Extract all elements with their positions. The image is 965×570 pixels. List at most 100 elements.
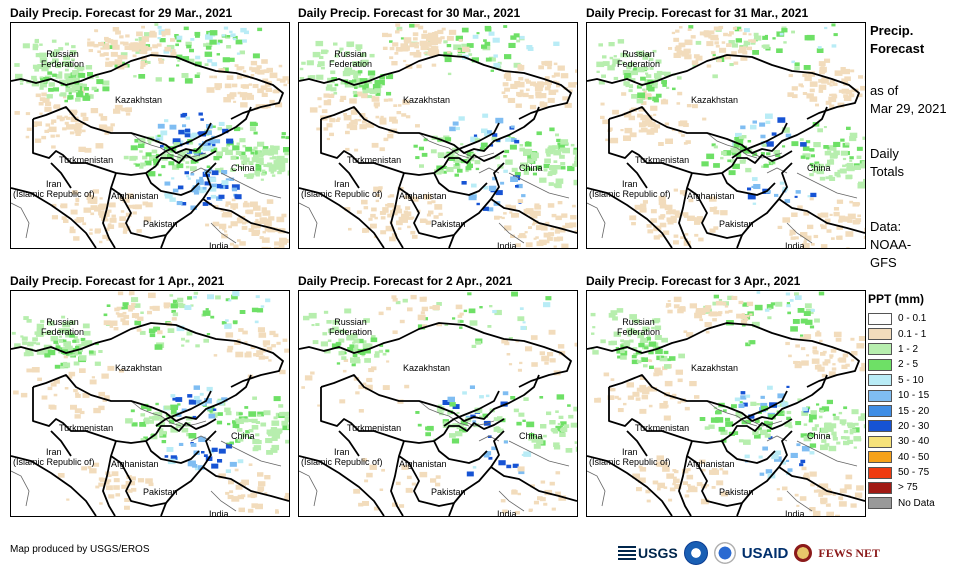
forecast-panel-5: Daily Precip. Forecast for 2 Apr., 2021 … bbox=[298, 274, 578, 517]
province-border bbox=[130, 132, 162, 149]
country-border bbox=[299, 322, 572, 388]
country-border bbox=[490, 466, 577, 502]
country-label-kazakhstan: Kazakhstan bbox=[403, 363, 451, 373]
province-border bbox=[786, 490, 813, 512]
province-border bbox=[220, 172, 282, 199]
legend-swatch bbox=[868, 358, 892, 371]
country-border bbox=[731, 150, 793, 167]
legend-item: 50 - 75 bbox=[868, 465, 964, 480]
as-of-date: as of Mar 29, 2021 bbox=[870, 83, 947, 116]
country-border bbox=[145, 172, 200, 196]
legend-swatch bbox=[868, 389, 892, 402]
forecast-panel-3: Daily Precip. Forecast for 31 Mar., 2021… bbox=[586, 6, 866, 249]
country-border bbox=[626, 430, 648, 457]
province-border bbox=[786, 222, 813, 244]
country-label-kazakhstan: Kazakhstan bbox=[115, 363, 163, 373]
country-label-china: China bbox=[807, 431, 831, 441]
province-border bbox=[448, 415, 470, 427]
panel-title: Daily Precip. Forecast for 30 Mar., 2021 bbox=[298, 6, 521, 20]
legend-item: > 75 bbox=[868, 480, 964, 495]
country-label-iran: Iran (Islamic Republic of) bbox=[301, 179, 383, 199]
province-border bbox=[220, 440, 282, 467]
legend-item: 5 - 10 bbox=[868, 373, 964, 388]
country-border bbox=[32, 119, 157, 176]
legend-label: 0.1 - 1 bbox=[898, 328, 927, 340]
country-label-india: India bbox=[785, 509, 805, 517]
country-label-russia: Russian Federation bbox=[329, 317, 373, 337]
province-border bbox=[11, 470, 30, 507]
daily-totals-note: Daily Totals bbox=[870, 146, 904, 179]
country-border bbox=[390, 440, 405, 516]
legend-item: No Data bbox=[868, 496, 964, 511]
country-border bbox=[338, 162, 360, 189]
country-label-pakistan: Pakistan bbox=[431, 219, 466, 229]
legend-label: 0 - 0.1 bbox=[898, 313, 927, 325]
country-border bbox=[443, 390, 500, 427]
country-label-afghanistan: Afghanistan bbox=[399, 459, 447, 469]
usgs-logo: USGS bbox=[618, 545, 678, 561]
country-border bbox=[11, 322, 284, 388]
precip-raster bbox=[11, 291, 289, 516]
country-label-china: China bbox=[519, 431, 543, 441]
nasa-seal-icon bbox=[713, 542, 736, 564]
country-label-pakistan: Pakistan bbox=[143, 487, 178, 497]
country-label-afghanistan: Afghanistan bbox=[111, 459, 159, 469]
legend-swatch bbox=[868, 497, 892, 510]
country-border bbox=[299, 455, 385, 516]
forecast-panel-4: Daily Precip. Forecast for 1 Apr., 2021 … bbox=[10, 274, 290, 517]
panel-title: Daily Precip. Forecast for 1 Apr., 2021 bbox=[10, 274, 225, 288]
legend-rows: 0 - 0.1 0.1 - 1 1 - 2 2 - 5 5 - 10 10 - 15 15 … bbox=[868, 311, 964, 511]
province-border bbox=[736, 415, 758, 427]
country-label-afghanistan: Afghanistan bbox=[111, 191, 159, 201]
country-label-china: China bbox=[519, 163, 543, 173]
country-label-pakistan: Pakistan bbox=[719, 219, 754, 229]
country-border bbox=[155, 150, 217, 167]
country-border bbox=[721, 172, 776, 196]
country-border bbox=[32, 106, 252, 154]
country-border bbox=[11, 54, 284, 120]
precip-map: Russian Federation Kazakhstan Turkmenistan I… bbox=[298, 22, 578, 249]
province-border bbox=[508, 440, 570, 467]
country-label-kazakhstan: Kazakhstan bbox=[691, 95, 739, 105]
country-label-pakistan: Pakistan bbox=[143, 219, 178, 229]
country-label-pakistan: Pakistan bbox=[431, 487, 466, 497]
country-border bbox=[390, 172, 405, 248]
country-border bbox=[678, 440, 693, 516]
country-label-russia: Russian Federation bbox=[41, 317, 85, 337]
legend-label: 50 - 75 bbox=[898, 467, 930, 479]
legend-label: 20 - 30 bbox=[898, 420, 930, 432]
country-border bbox=[608, 387, 733, 444]
legend-label: No Data bbox=[898, 497, 935, 509]
legend-swatch bbox=[868, 435, 892, 448]
country-border bbox=[11, 187, 97, 248]
province-border bbox=[210, 222, 237, 244]
country-label-china: China bbox=[807, 163, 831, 173]
legend-item: 20 - 30 bbox=[868, 419, 964, 434]
legend-item: 40 - 50 bbox=[868, 450, 964, 465]
province-border bbox=[418, 132, 450, 149]
country-label-turkmenistan: Turkmenistan bbox=[59, 155, 114, 165]
country-label-iran: Iran (Islamic Republic of) bbox=[13, 179, 95, 199]
country-border bbox=[202, 198, 289, 234]
country-border bbox=[50, 162, 72, 189]
country-border bbox=[32, 374, 252, 422]
map-credit: Map produced by USGS/EROS bbox=[10, 544, 150, 555]
legend-swatch bbox=[868, 481, 892, 494]
precip-raster bbox=[299, 291, 577, 516]
forecast-panel-2: Daily Precip. Forecast for 30 Mar., 2021… bbox=[298, 6, 578, 249]
legend-label: 1 - 2 bbox=[898, 343, 919, 355]
precip-raster bbox=[587, 23, 865, 248]
country-border bbox=[433, 440, 488, 464]
country-label-india: India bbox=[209, 509, 229, 517]
province-border bbox=[796, 440, 858, 467]
legend-swatch bbox=[868, 343, 892, 356]
country-label-turkmenistan: Turkmenistan bbox=[347, 423, 402, 433]
forecast-panel-1: Daily Precip. Forecast for 29 Mar., 2021… bbox=[10, 6, 290, 249]
legend-swatch bbox=[868, 466, 892, 479]
country-border bbox=[160, 502, 167, 516]
country-border bbox=[11, 455, 97, 516]
country-border bbox=[448, 502, 455, 516]
country-border bbox=[731, 418, 793, 435]
country-border bbox=[587, 455, 673, 516]
country-border bbox=[443, 122, 500, 159]
